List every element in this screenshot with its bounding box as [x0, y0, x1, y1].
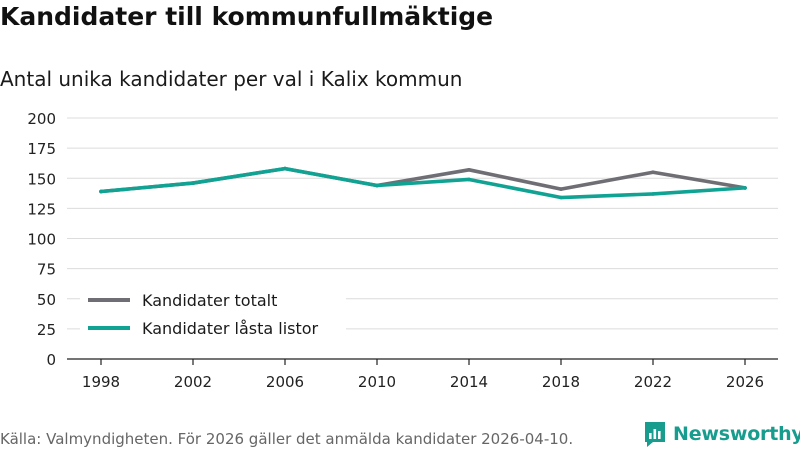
- y-tick-label: 100: [27, 231, 56, 249]
- data-point: [467, 168, 471, 172]
- x-tick-label: 2014: [450, 373, 488, 391]
- data-point: [283, 166, 287, 171]
- series-line-locked-lists: [99, 166, 747, 200]
- brand-logo: Newsworthy: [643, 420, 800, 448]
- data-point: [743, 186, 747, 190]
- y-tick-label: 150: [27, 170, 56, 188]
- data-point: [191, 181, 195, 185]
- y-tick-label: 75: [37, 261, 56, 279]
- chart-title: Kandidater till kommunfullmäktige: [0, 2, 494, 31]
- data-point: [375, 183, 379, 188]
- y-tick-label: 0: [46, 351, 56, 369]
- x-tick-label: 2002: [174, 373, 212, 391]
- series-line-total: [99, 166, 747, 194]
- legend-label: Kandidater totalt: [142, 291, 277, 310]
- x-tick-label: 2026: [726, 373, 764, 391]
- x-tick-label: 2022: [634, 373, 672, 391]
- y-tick-label: 50: [37, 291, 56, 309]
- x-tick-label: 1998: [82, 373, 120, 391]
- y-tick-label: 125: [27, 200, 56, 218]
- x-tick-label: 2010: [358, 373, 396, 391]
- source-note: Källa: Valmyndigheten. För 2026 gäller d…: [0, 430, 574, 448]
- x-tick-label: 2018: [542, 373, 580, 391]
- legend-background: [80, 284, 346, 342]
- y-tick-label: 175: [27, 140, 56, 158]
- data-point: [467, 177, 471, 182]
- y-tick-label: 200: [27, 110, 56, 128]
- y-tick-label: 25: [37, 321, 56, 339]
- data-point: [99, 189, 103, 194]
- brand-name: Newsworthy: [673, 423, 800, 445]
- data-point: [559, 195, 563, 200]
- newsworthy-logo-icon: [645, 422, 665, 447]
- x-tick-label: 2006: [266, 373, 304, 391]
- chart-subtitle: Antal unika kandidater per val i Kalix k…: [0, 67, 463, 91]
- legend-label: Kandidater låsta listor: [142, 319, 319, 338]
- data-point: [651, 192, 655, 196]
- data-point: [559, 187, 563, 191]
- data-point: [651, 170, 655, 175]
